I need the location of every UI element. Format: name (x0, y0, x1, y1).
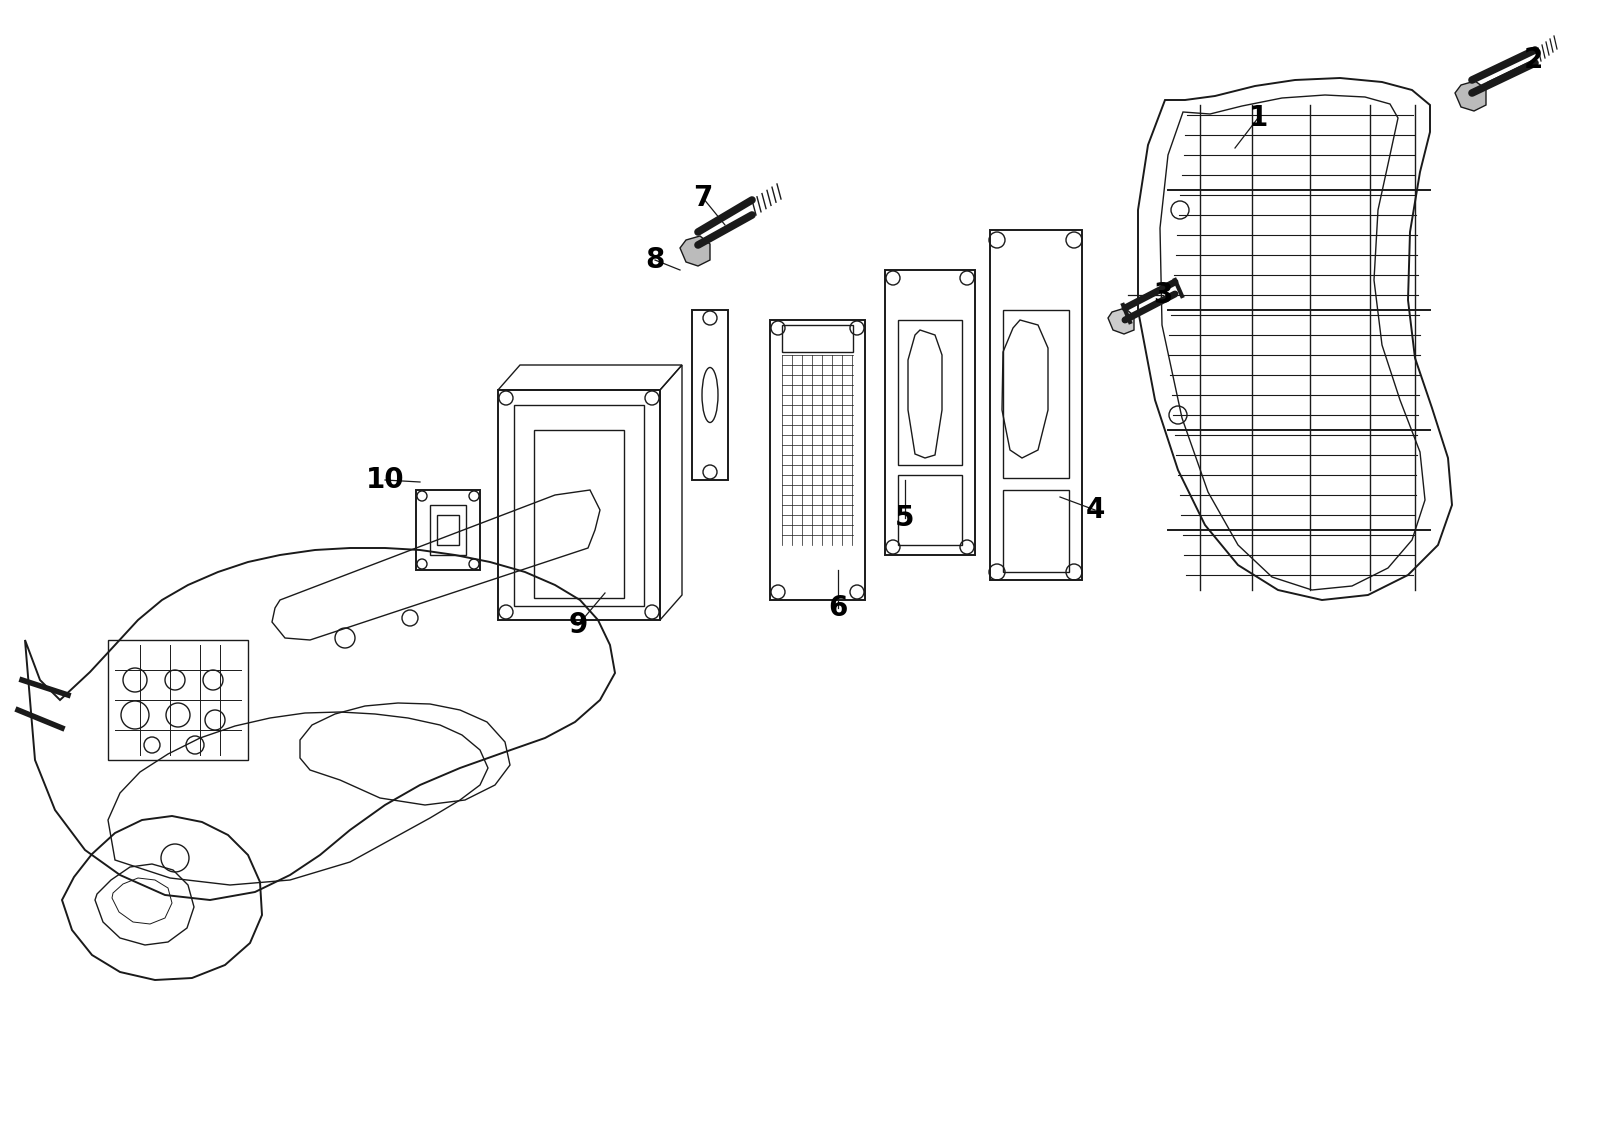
Text: 8: 8 (645, 246, 664, 274)
Text: 10: 10 (366, 466, 405, 494)
Text: 5: 5 (896, 504, 915, 532)
Text: 9: 9 (568, 611, 587, 639)
Text: 3: 3 (1154, 281, 1173, 309)
Polygon shape (680, 236, 710, 266)
Text: 1: 1 (1248, 104, 1267, 132)
Text: 7: 7 (693, 185, 712, 212)
Text: 2: 2 (1523, 46, 1542, 74)
Polygon shape (1454, 81, 1486, 111)
Text: 6: 6 (829, 594, 848, 622)
Text: 4: 4 (1085, 496, 1104, 524)
Polygon shape (1107, 308, 1134, 333)
